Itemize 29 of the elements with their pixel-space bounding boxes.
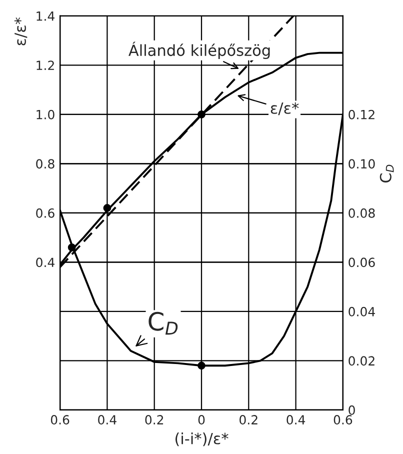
y-tick-label: 0.8 — [36, 159, 54, 169]
y-axis-title: ε/ε* — [14, 17, 28, 46]
x-tick-label: 0 — [198, 415, 205, 424]
y-tick-label: 0.4 — [36, 258, 54, 268]
x-tick-label: 0.2 — [145, 415, 164, 424]
x-tick-label: 0.2 — [240, 415, 258, 424]
point — [198, 110, 206, 118]
point — [68, 243, 76, 252]
y-tick-label: 1.0 — [36, 110, 54, 120]
x-tick-label: 0.6 — [334, 415, 352, 424]
x-tick-label: 0.4 — [98, 415, 116, 424]
y-tick-label: 0.6 — [36, 208, 54, 218]
annotation: C$_{D}$ — [148, 312, 178, 335]
y2-tick-label: 0 — [348, 405, 355, 415]
y2-axis-title: C$_{D}$ — [380, 164, 394, 182]
y2-tick-label: 0.12 — [348, 110, 374, 120]
y2-tick-label: 0.06 — [348, 258, 375, 268]
x-tick-label: 0.6 — [50, 415, 70, 424]
y2-tick-label: 0.02 — [348, 356, 374, 366]
y2-tick-label: 0.10 — [348, 159, 375, 169]
x-axis-title: (i-i*)/ε* — [176, 432, 228, 446]
y-tick-label: 1.4 — [36, 12, 54, 21]
y2-tick-label: 0.08 — [348, 208, 375, 218]
y-tick-label: 1.2 — [36, 60, 54, 70]
annotation: ε/ε* — [270, 102, 299, 116]
x-tick-label: 0.4 — [286, 415, 306, 424]
y2-tick-label: 0.04 — [348, 306, 375, 316]
annotation: Állandó kilépőszög — [128, 42, 270, 60]
point — [103, 204, 112, 212]
